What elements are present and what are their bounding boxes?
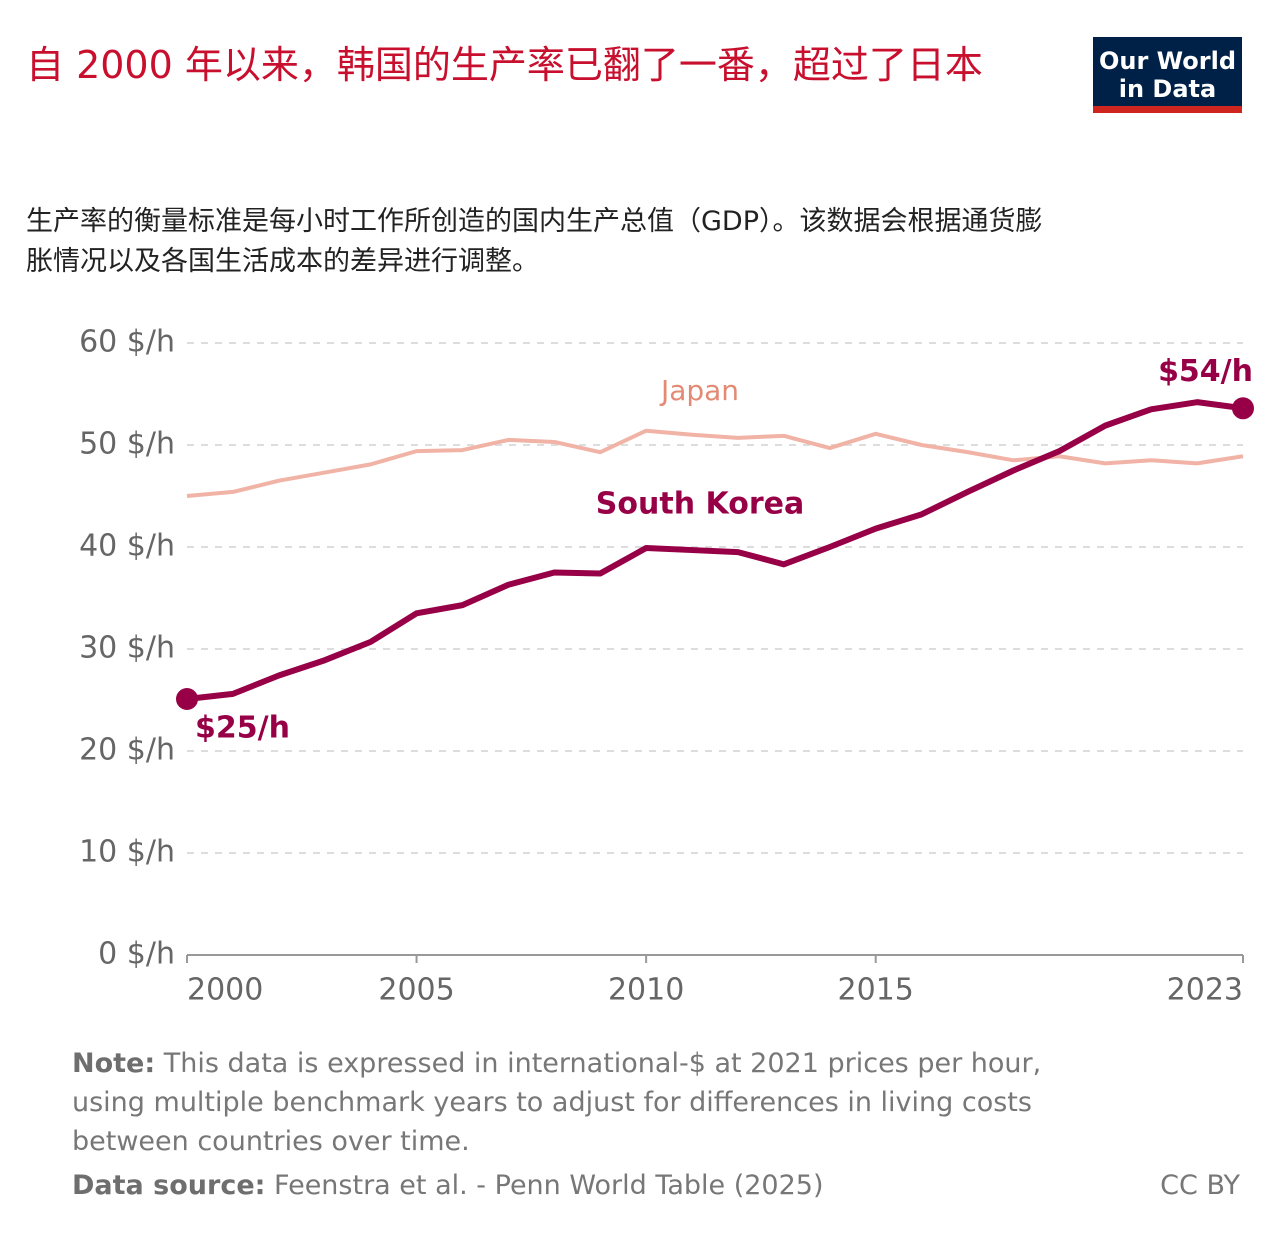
end-dot [1232,397,1254,420]
source: Data source: Feenstra et al. - Penn Worl… [72,1170,824,1201]
series-label: Japan [659,374,739,407]
series-line [186,428,1244,498]
y-tick-label: 0 $/h [98,937,175,972]
x-tick-label: 2000 [187,973,263,1008]
y-tick-label: 40 $/h [79,529,175,564]
subtitle: 生产率的衡量标准是每小时工作所创造的国内生产总值（GDP）。该数据会根据通货膨胀… [26,206,1043,277]
y-tick-label: 50 $/h [79,427,175,462]
end-dot [176,687,198,710]
y-tick-label: 20 $/h [79,733,175,768]
x-tick-label: 2023 [1167,973,1243,1008]
y-tick-label: 60 $/h [79,325,175,360]
note-label: Note: [72,1048,156,1079]
x-tick-label: 2015 [838,973,914,1008]
license: CC BY [1160,1170,1240,1201]
value-label: $25/h [195,710,290,745]
note-text: This data is expressed in international-… [72,1048,1042,1157]
series-label: South Korea [596,487,804,522]
source-text: Feenstra et al. - Penn World Table (2025… [274,1170,824,1201]
logo: Our World in Data [1093,37,1242,113]
series-line [186,399,1244,702]
y-tick-label: 10 $/h [79,835,175,870]
note: Note: This data is expressed in internat… [72,1044,1082,1161]
value-label: $54/h [1158,354,1253,389]
logo-line: in Data [1118,75,1217,103]
logo-line: Our World [1098,47,1237,75]
chart-title: 自 2000 年以来，韩国的生产率已翻了一番，超过了日本 [26,43,983,87]
y-tick-label: 30 $/h [79,631,175,666]
x-tick-label: 2005 [378,973,454,1008]
x-tick-label: 2010 [608,973,684,1008]
chart: 0 $/h 10 $/h 20 $/h 30 $/h 40 $/h 50 $/h 60 $/… [79,325,1254,1008]
source-label: Data source: [72,1170,266,1201]
